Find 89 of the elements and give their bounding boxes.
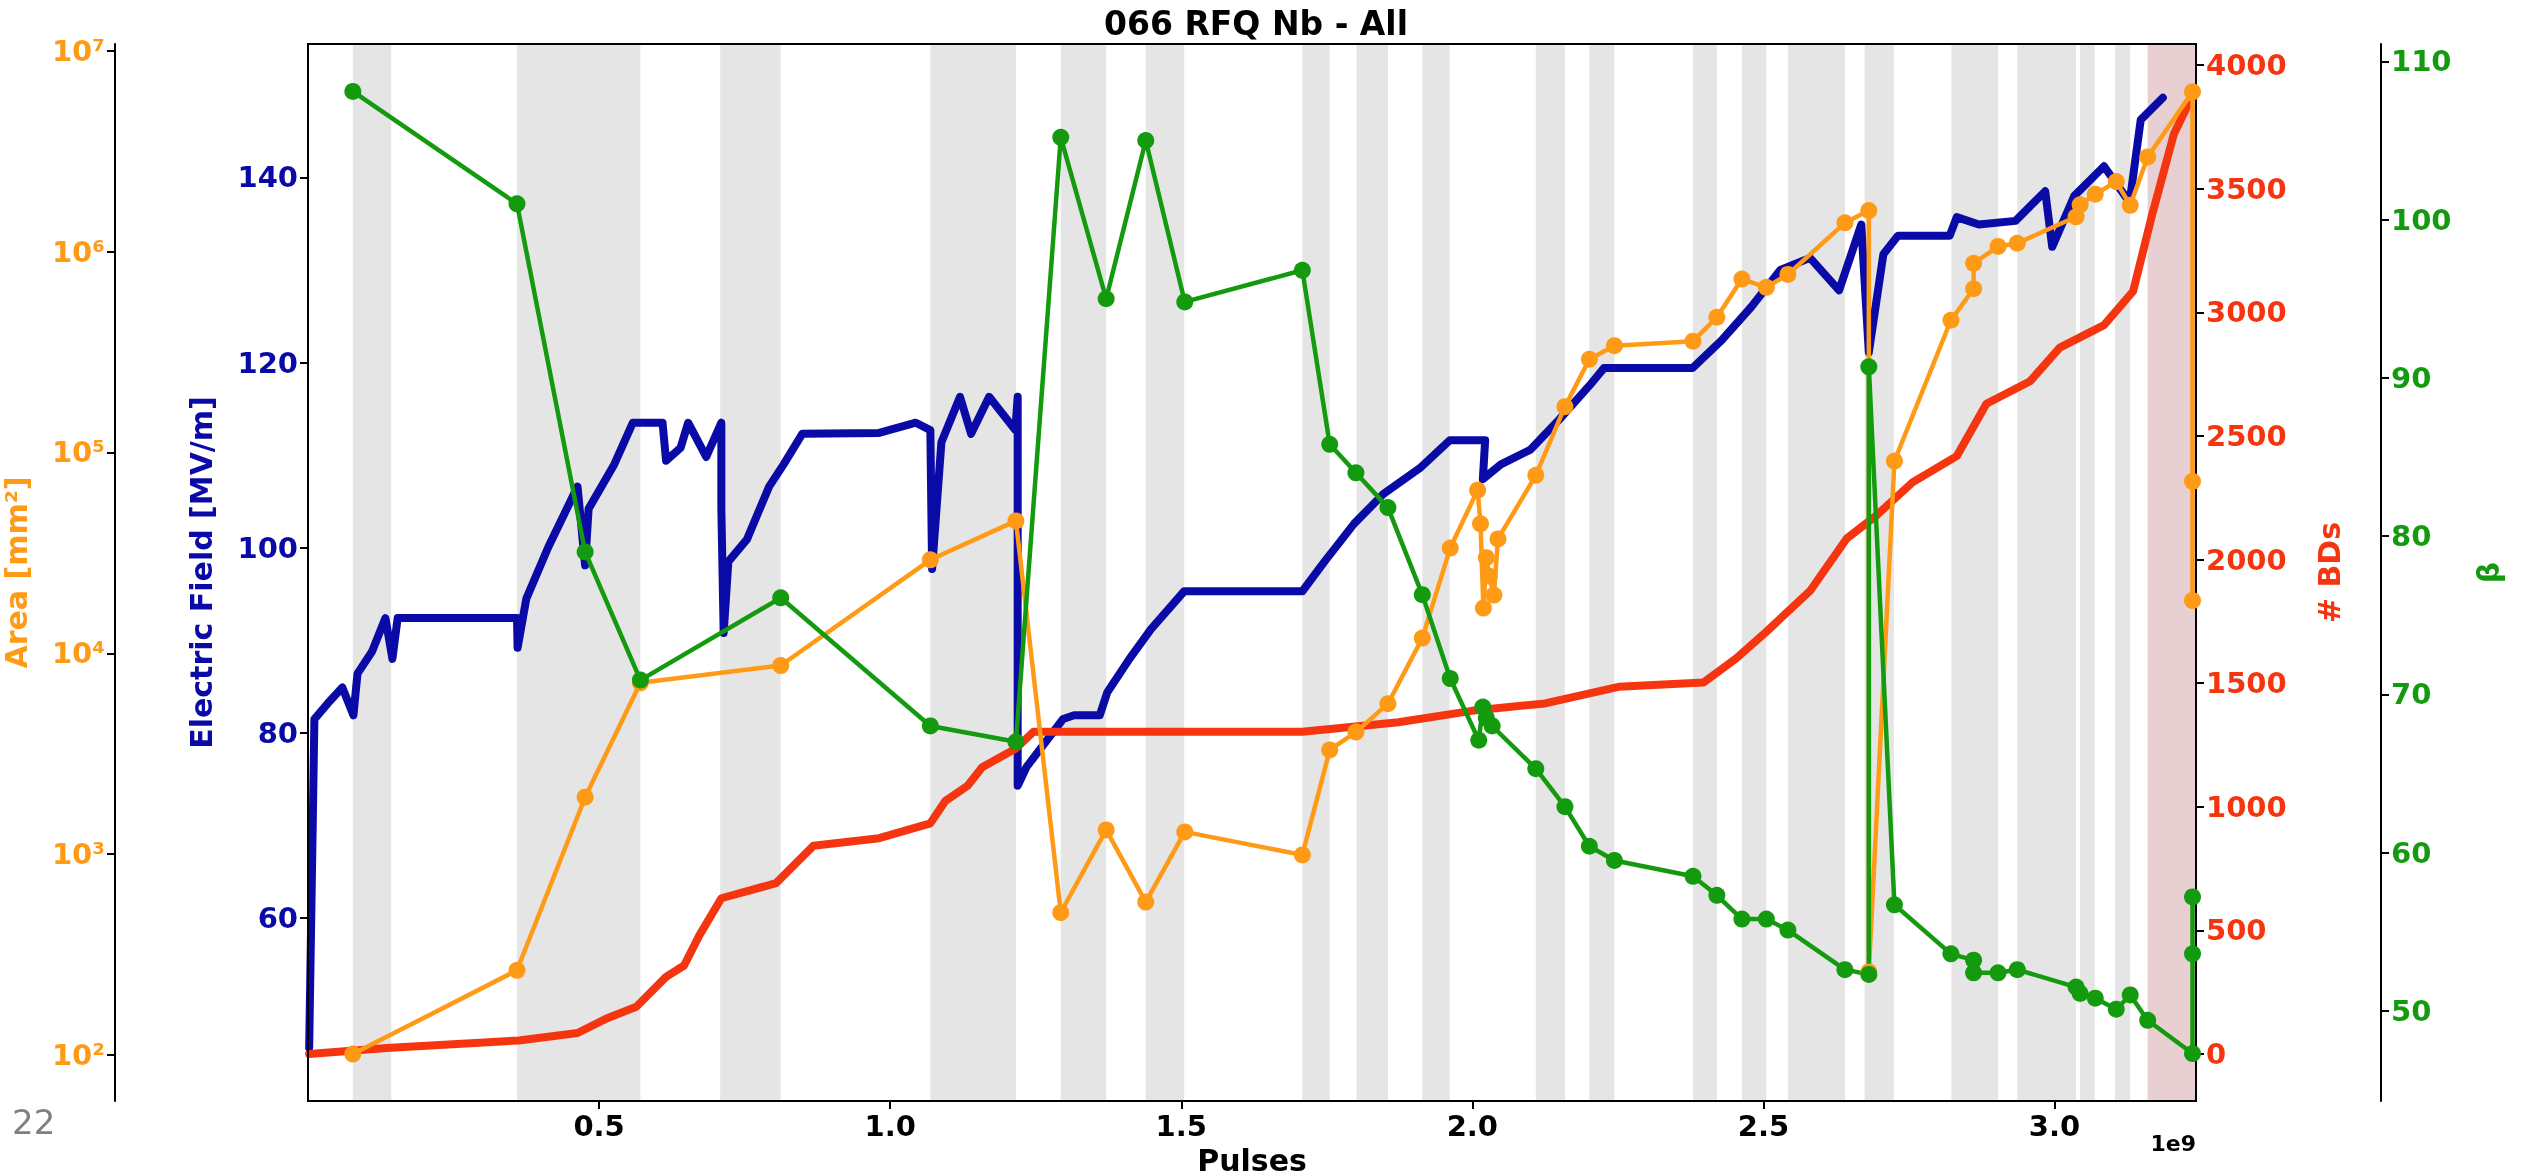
y2-tick-label: 2000 — [2206, 542, 2287, 577]
point — [1836, 214, 1854, 232]
point — [1379, 695, 1397, 713]
y-tick-label: 120 — [237, 345, 298, 380]
point — [2107, 173, 2125, 191]
x-tick-label: 3.0 — [2028, 1108, 2081, 1143]
y-tick-label: 10⁵ — [51, 435, 105, 470]
y2-tick-label: 80 — [2391, 519, 2432, 554]
y2-tick-label: 70 — [2391, 677, 2432, 712]
point — [1989, 237, 2007, 255]
text: 22 — [12, 1102, 56, 1142]
y-tick-label: 10⁶ — [51, 234, 105, 269]
point — [1527, 466, 1545, 484]
y2-tick-label: 4000 — [2206, 48, 2287, 83]
y2-axis-title: β — [2470, 561, 2506, 584]
point — [1485, 586, 1503, 604]
point — [1293, 846, 1311, 864]
y-axis-title: Area [mm²] — [0, 476, 34, 669]
y2-tick-label: 50 — [2391, 993, 2432, 1028]
point — [1097, 821, 1115, 839]
point — [1885, 452, 1903, 470]
point — [1477, 549, 1495, 567]
y-tick-label: 140 — [237, 160, 298, 195]
y2-tick-label: 90 — [2391, 360, 2432, 395]
point — [576, 788, 594, 806]
point — [2121, 196, 2139, 214]
y-tick-label: 10² — [51, 1037, 105, 1072]
point — [1684, 332, 1702, 350]
point — [508, 961, 526, 979]
point — [2139, 148, 2157, 166]
y2-tick-label: 3000 — [2206, 295, 2287, 330]
point — [1556, 398, 1574, 416]
y-tick-label: 100 — [237, 530, 298, 565]
point — [1413, 629, 1431, 647]
point — [1474, 599, 1492, 617]
point — [2008, 234, 2026, 252]
y2-tick-label: 500 — [2206, 913, 2267, 948]
point — [1347, 723, 1365, 741]
y-tick-label: 80 — [257, 715, 298, 750]
point — [1605, 337, 1623, 355]
point — [1472, 515, 1489, 533]
x-tick-label: 1.5 — [1155, 1108, 1207, 1143]
x-tick-label: 2.5 — [1737, 1108, 1790, 1143]
y-tick-label: 60 — [257, 901, 298, 936]
point — [1580, 350, 1598, 368]
y2-tick-label: 1000 — [2206, 789, 2287, 824]
point — [1942, 311, 1960, 329]
point — [1137, 893, 1155, 911]
y2-tick-label: 60 — [2391, 835, 2432, 870]
point — [2086, 185, 2104, 203]
y2-tick-label: 3500 — [2206, 171, 2287, 206]
y2-tick-label: 1500 — [2206, 666, 2287, 701]
point — [1176, 823, 1194, 841]
text: 1e9 — [2150, 1130, 2196, 1156]
point — [1733, 270, 1751, 288]
point — [1965, 280, 1983, 298]
point — [1489, 530, 1507, 548]
y-tick-label: 10⁷ — [51, 33, 105, 68]
point — [2184, 592, 2202, 610]
point — [1441, 539, 1459, 557]
y2-axis-title: # BDs — [2311, 521, 2347, 624]
point — [2071, 196, 2089, 214]
x-tick-label: 1.0 — [864, 1108, 916, 1143]
chart-title: 066 RFQ Nb - All — [1104, 4, 1408, 43]
point — [921, 551, 939, 569]
x-tick-label: 2.0 — [1446, 1108, 1499, 1143]
y2-tick-label: 110 — [2391, 44, 2452, 79]
y2-tick-label: 0 — [2206, 1037, 2227, 1072]
point — [1007, 512, 1025, 530]
point — [2184, 472, 2202, 490]
point — [2184, 83, 2202, 101]
y-tick-label: 10³ — [51, 837, 105, 872]
x-tick-label: 0.5 — [573, 1108, 625, 1143]
point — [772, 657, 790, 675]
y2-tick-label: 2500 — [2206, 418, 2287, 453]
point — [1757, 278, 1775, 296]
point — [1469, 481, 1487, 499]
y-axis-title: Electric Field [MV/m] — [183, 396, 219, 749]
point — [1480, 567, 1498, 585]
point — [1779, 265, 1797, 283]
point — [344, 1045, 362, 1063]
point — [1708, 308, 1726, 326]
x-axis-title: Pulses — [1197, 1142, 1307, 1173]
y-tick-label: 10⁴ — [51, 636, 105, 671]
point — [1860, 202, 1878, 220]
point — [1321, 741, 1339, 759]
point — [1965, 254, 1983, 272]
y2-tick-label: 100 — [2391, 202, 2452, 237]
point — [1052, 904, 1070, 922]
